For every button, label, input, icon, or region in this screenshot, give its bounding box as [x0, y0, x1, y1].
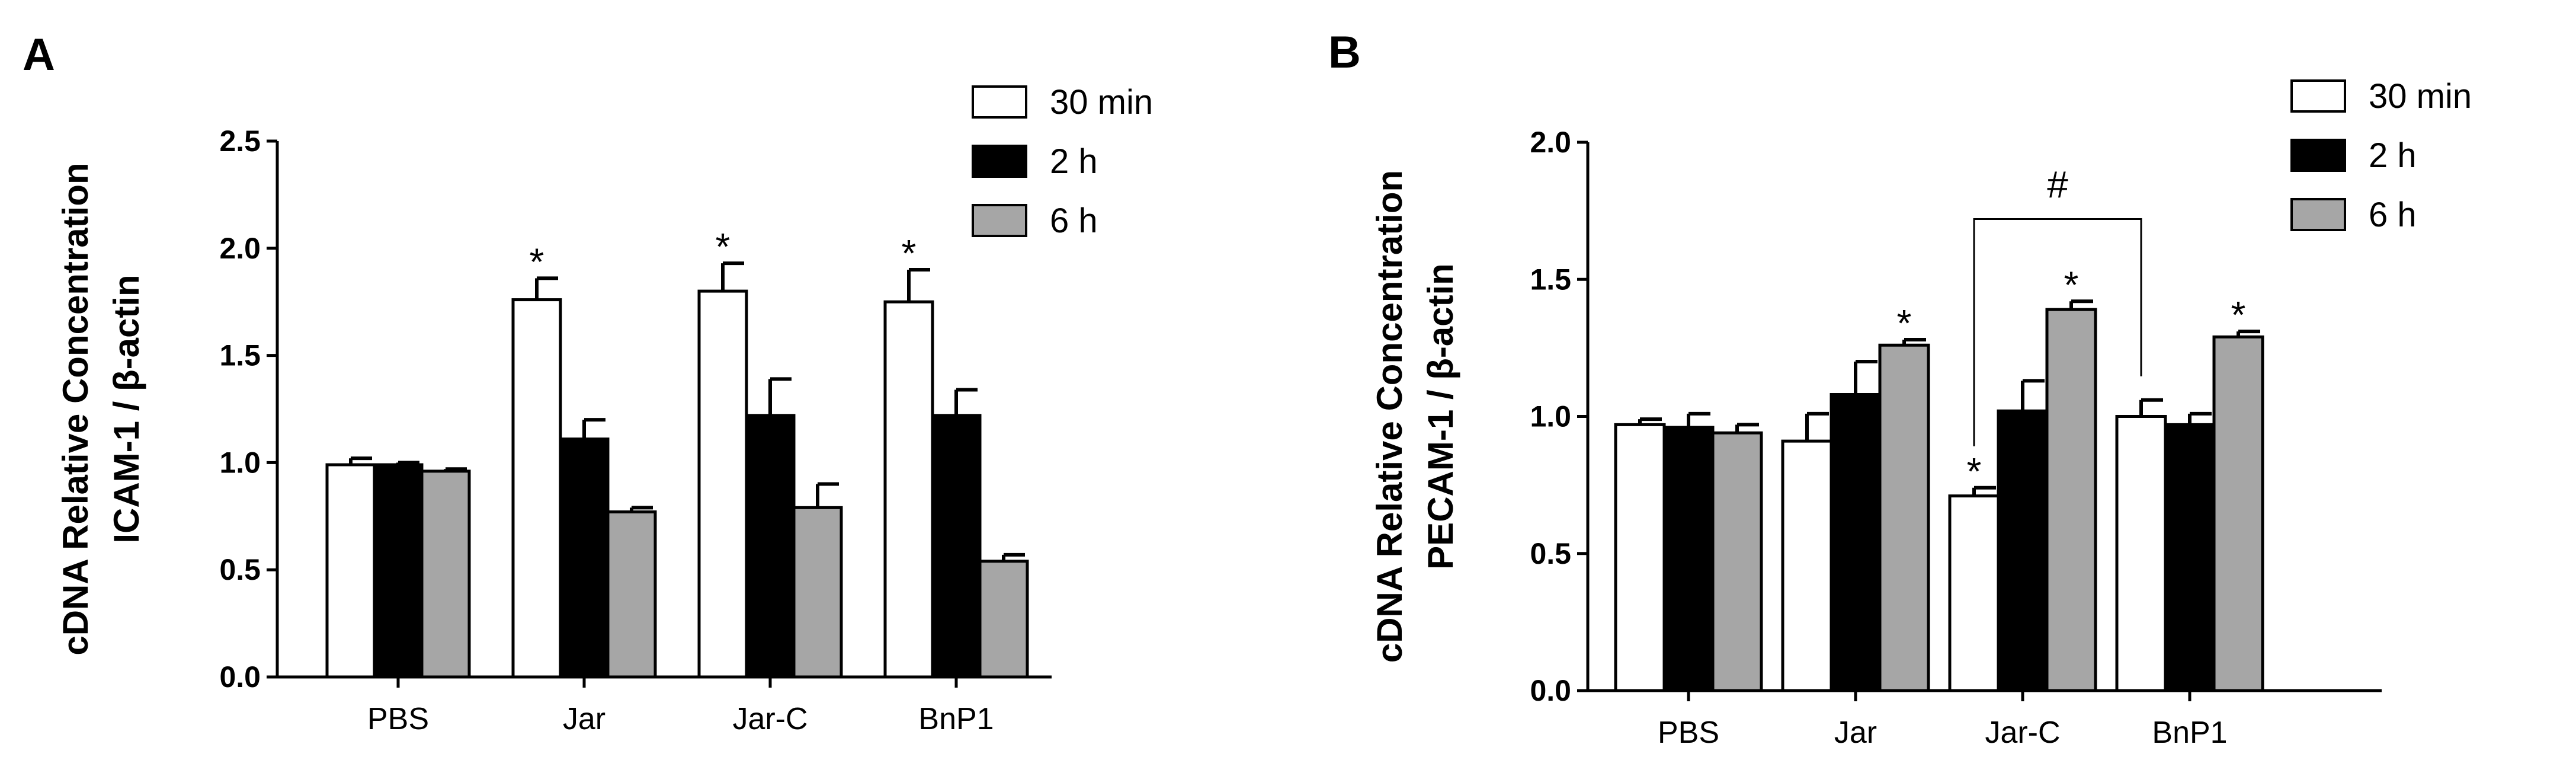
- bar: [931, 414, 982, 679]
- y-axis-title-line: ICAM-1 / β-actin: [107, 274, 146, 543]
- significance-marker: *: [1897, 302, 1912, 344]
- legend-swatch: [972, 204, 1027, 237]
- bar: [1781, 439, 1833, 692]
- bar: [1614, 423, 1666, 692]
- y-tick-label: 0.0: [1530, 674, 1571, 707]
- bar: [697, 289, 748, 679]
- x-tick-label: BnP1: [918, 702, 994, 736]
- y-tick-label: 2.0: [219, 232, 261, 265]
- significance-marker: *: [716, 225, 730, 268]
- x-tick-label: Jar: [1834, 715, 1877, 750]
- legend-swatch: [2290, 198, 2346, 231]
- y-tick-label: 1.5: [1530, 263, 1571, 296]
- legend-label: 6 h: [1050, 202, 1098, 240]
- x-tick-label: Jar-C: [1985, 715, 2060, 750]
- bar: [2045, 308, 2097, 692]
- bar: [420, 469, 471, 679]
- legend-label: 2 h: [2369, 136, 2417, 175]
- bar: [2115, 415, 2167, 692]
- x-tick-label: Jar: [563, 702, 605, 736]
- y-tick-label: 2.0: [1530, 126, 1571, 159]
- significance-marker: *: [1967, 450, 1982, 493]
- panel-letter: A: [23, 30, 55, 80]
- x-tick-label: BnP1: [2152, 715, 2227, 750]
- bar: [373, 463, 424, 679]
- bar: [511, 298, 562, 679]
- panel-letter: B: [1328, 27, 1361, 78]
- bar: [883, 300, 934, 679]
- y-tick-label: 2.5: [219, 124, 261, 158]
- bar: [1948, 494, 2000, 692]
- legend-label: 6 h: [2369, 196, 2417, 234]
- bar: [559, 437, 610, 679]
- legend-swatch: [2290, 79, 2346, 113]
- legend-swatch: [972, 145, 1027, 178]
- legend-swatch: [2290, 139, 2346, 172]
- legend-label: 2 h: [1050, 142, 1098, 181]
- y-tick-label: 1.5: [219, 339, 261, 372]
- x-tick-label: PBS: [1658, 715, 1719, 750]
- bar: [1878, 343, 1930, 692]
- bracket-label: #: [2047, 164, 2068, 206]
- bar: [606, 510, 657, 679]
- x-tick-label: Jar-C: [732, 702, 808, 736]
- y-tick-label: 0.0: [219, 660, 261, 694]
- y-axis-title-line: PECAM-1 / β-actin: [1421, 263, 1460, 570]
- bar: [745, 414, 796, 679]
- bar: [2212, 335, 2264, 692]
- y-tick-label: 0.5: [1530, 537, 1571, 570]
- comparison-bracket: [1973, 218, 2142, 446]
- bar: [1711, 431, 1763, 692]
- bar: [1830, 393, 1882, 692]
- y-tick-label: 0.5: [219, 553, 261, 586]
- y-axis-title-line: cDNA Relative Concentration: [1370, 170, 1409, 663]
- bar: [1662, 426, 1715, 692]
- y-tick-label: 1.0: [1530, 400, 1571, 433]
- significance-marker: *: [902, 232, 917, 274]
- bar: [978, 560, 1029, 679]
- legend-swatch: [972, 85, 1027, 119]
- bar: [1997, 409, 2049, 692]
- legend-label: 30 min: [2369, 77, 2472, 116]
- significance-marker: *: [2064, 263, 2079, 306]
- y-tick-label: 1.0: [219, 446, 261, 479]
- x-tick-label: PBS: [367, 702, 429, 736]
- bar: [325, 463, 376, 679]
- bar: [2164, 423, 2216, 692]
- significance-marker: *: [2231, 293, 2246, 336]
- legend-label: 30 min: [1050, 83, 1153, 122]
- bar: [792, 506, 843, 679]
- significance-marker: *: [530, 240, 544, 283]
- y-axis-title-line: cDNA Relative Concentration: [56, 162, 95, 655]
